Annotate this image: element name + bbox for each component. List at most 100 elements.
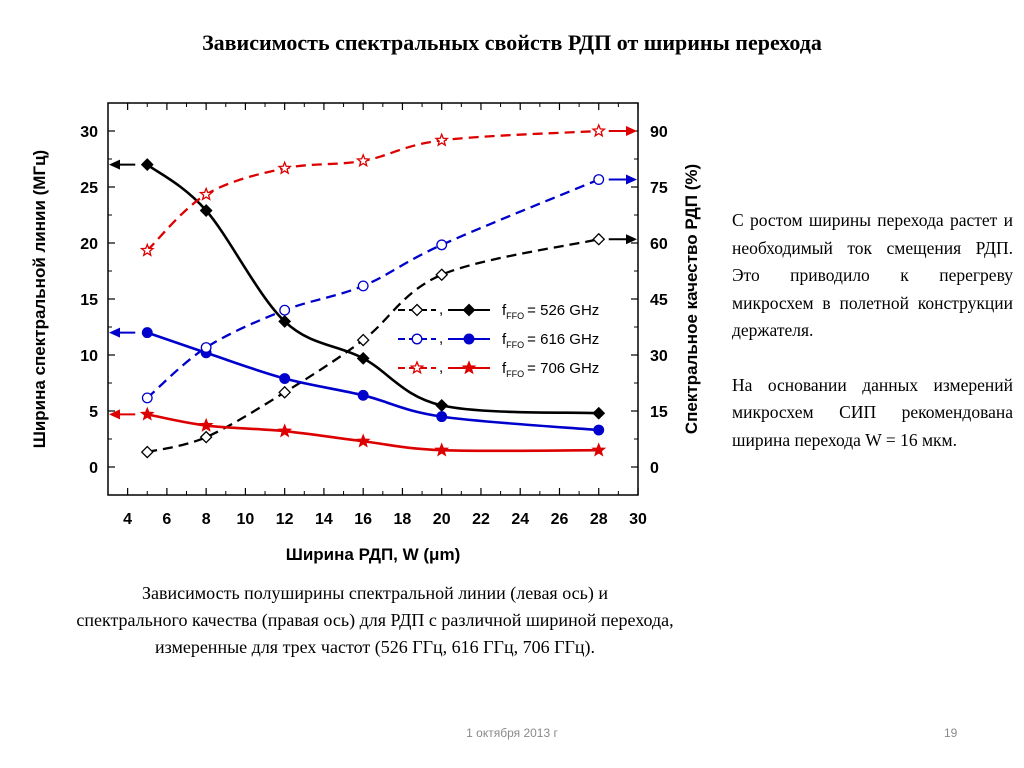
series-616-ghz (109, 174, 637, 436)
quality-curve (146, 238, 599, 454)
y-left-tick-label: 15 (80, 292, 98, 309)
x-tick-label: 18 (394, 511, 412, 528)
explanation-text: С ростом ширины перехода растет и необхо… (732, 207, 1013, 481)
linewidth-point (199, 204, 213, 217)
linewidth-point (356, 351, 370, 365)
x-tick-label: 16 (354, 511, 372, 528)
linewidth-point (436, 411, 448, 423)
quality-point (434, 132, 450, 147)
y-right-tick-label: 0 (650, 460, 659, 477)
right-axis-arrow-head (626, 234, 637, 245)
quality-point (357, 280, 369, 292)
legend-comma: , (439, 301, 443, 318)
quality-point (355, 153, 371, 168)
quality-point (200, 342, 212, 353)
linewidth-point (592, 406, 606, 420)
legend-label: fFFO = 706 GHz (502, 360, 599, 379)
plot-frame (107, 102, 639, 496)
axis-ticks (107, 102, 639, 496)
legend-label: fFFO = 616 GHz (502, 331, 599, 350)
y-left-tick-label: 0 (89, 460, 98, 477)
legend-open-marker (411, 333, 423, 345)
x-tick-label: 8 (202, 511, 211, 528)
y-left-tick-label: 25 (80, 180, 98, 197)
quality-point (435, 268, 449, 282)
linewidth-point (593, 424, 605, 436)
left-axis-arrow-head (109, 409, 120, 420)
x-tick-label: 12 (276, 511, 294, 528)
slide-title: Зависимость спектральных свойств РДП от … (202, 30, 822, 55)
right-axis-arrow-head (626, 126, 637, 136)
x-tick-label: 20 (433, 511, 451, 528)
y-left-tick-label: 10 (80, 348, 98, 365)
linewidth-point (591, 442, 607, 457)
y-right-tick-label: 45 (650, 292, 668, 309)
y-right-tick-label: 30 (650, 348, 668, 365)
series-layer (109, 123, 637, 459)
legend-filled-marker (462, 303, 476, 317)
legend-comma: , (439, 330, 443, 347)
linewidth-point (357, 389, 369, 401)
linewidth-point (434, 442, 450, 457)
linewidth-point (141, 327, 153, 339)
x-tick-label: 28 (590, 511, 608, 528)
quality-point (139, 242, 155, 257)
linewidth-point (278, 314, 292, 328)
quality-point (593, 174, 605, 185)
footer-date: 1 октября 2013 г (466, 726, 558, 740)
x-axis-label: Ширина РДП, W (μm) (286, 545, 460, 564)
quality-point (277, 160, 293, 175)
legend-entry: , fFFO = 706 GHz (398, 359, 599, 379)
legend-filled-marker (461, 360, 477, 375)
quality-curve (146, 129, 599, 252)
legend: , fFFO = 526 GHz, fFFO = 616 GHz, fFFO = 706 G… (398, 301, 599, 379)
quality-point (198, 186, 214, 201)
legend-open-marker (409, 360, 425, 375)
y-right-tick-label: 90 (650, 124, 668, 141)
y-right-tick-label: 75 (650, 180, 668, 197)
y-left-tick-label: 5 (89, 404, 98, 421)
x-tick-label: 6 (162, 511, 171, 528)
x-tick-label: 24 (511, 511, 529, 528)
legend-comma: , (439, 359, 443, 376)
y-right-tick-label: 60 (650, 236, 668, 253)
x-tick-label: 10 (237, 511, 255, 528)
series-706-ghz (109, 123, 637, 457)
legend-entry: , fFFO = 616 GHz (398, 330, 599, 350)
caption-line: Зависимость полуширины спектральной лини… (142, 583, 608, 603)
quality-point (279, 304, 291, 316)
quality-point (591, 123, 607, 138)
page-number: 19 (944, 726, 958, 740)
quality-curve (146, 178, 600, 399)
y-right-tick-label: 15 (650, 404, 668, 421)
linewidth-point (277, 423, 293, 438)
explanation-paragraph: С ростом ширины перехода растет и необхо… (732, 210, 1013, 340)
left-axis-arrow-head (109, 327, 120, 338)
tick-labels: 4 6 8 10 12 14 16 18 20 22 24 26 28 30 0 5 10 15 20 25 30 0 15… (80, 124, 668, 528)
x-tick-label: 4 (123, 511, 132, 528)
quality-point (592, 232, 606, 246)
caption-line: измеренные для трех частот (526 ГГц, 616… (154, 637, 596, 657)
x-tick-label: 14 (315, 511, 333, 528)
linewidth-point (139, 406, 155, 421)
quality-point (278, 385, 292, 399)
legend-label: fFFO = 526 GHz (502, 302, 599, 321)
legend-entry: , fFFO = 526 GHz (398, 301, 599, 321)
linewidth-point (198, 417, 214, 432)
linewidth-point (279, 373, 291, 384)
right-axis-arrow-head (626, 174, 637, 185)
quality-point (141, 392, 153, 404)
quality-point (436, 239, 448, 251)
y-left-tick-label: 30 (80, 124, 98, 141)
y-axis-right-label: Спектральное качество РДП (%) (682, 164, 701, 434)
legend-filled-marker (463, 333, 475, 345)
quality-point (140, 445, 154, 459)
x-tick-label: 22 (472, 511, 490, 528)
linewidth-point (435, 398, 449, 412)
explanation-paragraph: На основании данных измерений микросхем … (732, 374, 1013, 450)
quality-point (199, 430, 213, 444)
figure-caption: Зависимость полуширины спектральной лини… (0, 580, 760, 661)
dual-axis-line-chart: 4 6 8 10 12 14 16 18 20 22 24 26 28 30 0 5 10 15 20 25 30 0 15… (30, 102, 701, 564)
left-axis-arrow-head (109, 159, 120, 170)
y-axis-left-label: Ширина спектральной линии (МГц) (30, 150, 49, 448)
